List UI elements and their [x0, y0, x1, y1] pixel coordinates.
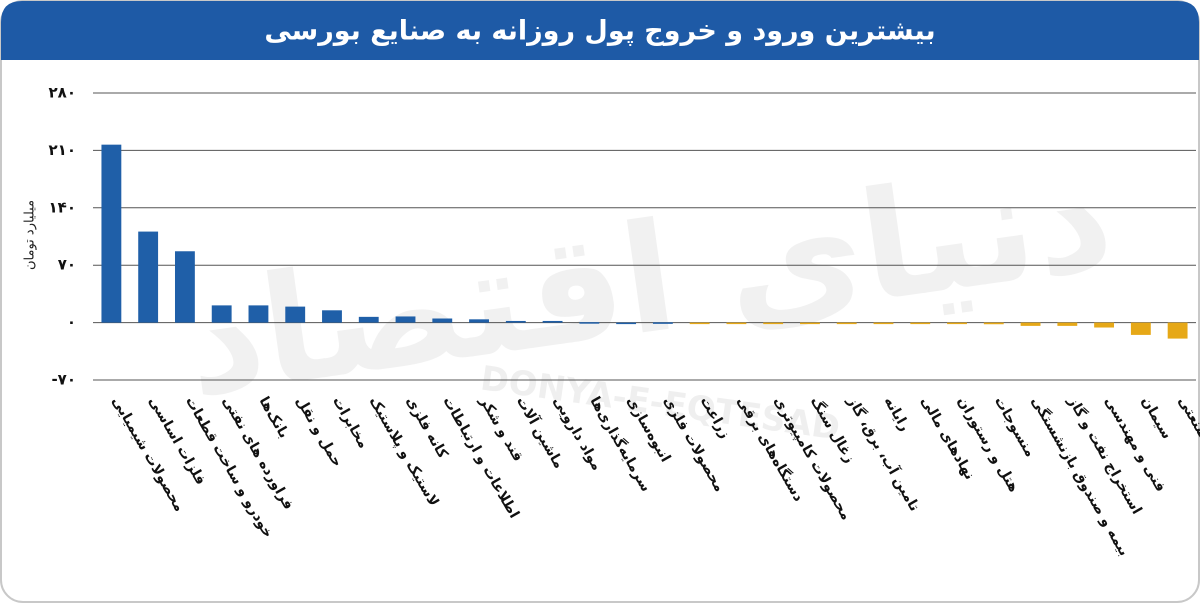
bar	[983, 322, 1004, 325]
y-axis-label: میلیارد تومان	[23, 200, 38, 270]
header	[1, 1, 1199, 60]
bar	[469, 319, 489, 323]
bar	[138, 231, 159, 323]
bar	[763, 322, 784, 325]
y-tick-label: ۲۱۰	[49, 141, 76, 159]
bar	[505, 320, 526, 323]
y-tick-label: ۱۴۰	[49, 198, 76, 216]
bar	[836, 322, 857, 325]
y-tick-label: ۰	[67, 313, 76, 331]
bar	[1020, 322, 1041, 326]
bar	[174, 251, 195, 323]
bar	[1057, 322, 1078, 326]
bar	[358, 316, 379, 323]
bar	[800, 322, 820, 325]
bar	[652, 322, 673, 324]
bar	[1167, 322, 1188, 339]
bar	[322, 310, 342, 323]
bar	[947, 322, 967, 325]
bar	[101, 144, 122, 323]
bar	[579, 322, 600, 324]
y-tick-label: ۷۰	[58, 256, 76, 274]
bar	[873, 322, 894, 325]
bar	[211, 305, 232, 323]
chart-title: بیشترین ورود و خروج پول روزانه به صنایع …	[264, 16, 935, 47]
bar	[689, 322, 710, 325]
bar	[285, 306, 306, 323]
bar	[910, 322, 931, 325]
bar	[1130, 322, 1151, 335]
bar	[1094, 322, 1115, 328]
y-tick-label: -۷۰	[51, 371, 76, 389]
y-tick-label: ۲۸۰	[49, 84, 76, 102]
bar	[542, 320, 563, 323]
bar	[248, 305, 269, 323]
bar	[432, 318, 453, 323]
bar	[726, 322, 747, 325]
bar	[395, 316, 416, 323]
bar	[616, 322, 637, 325]
